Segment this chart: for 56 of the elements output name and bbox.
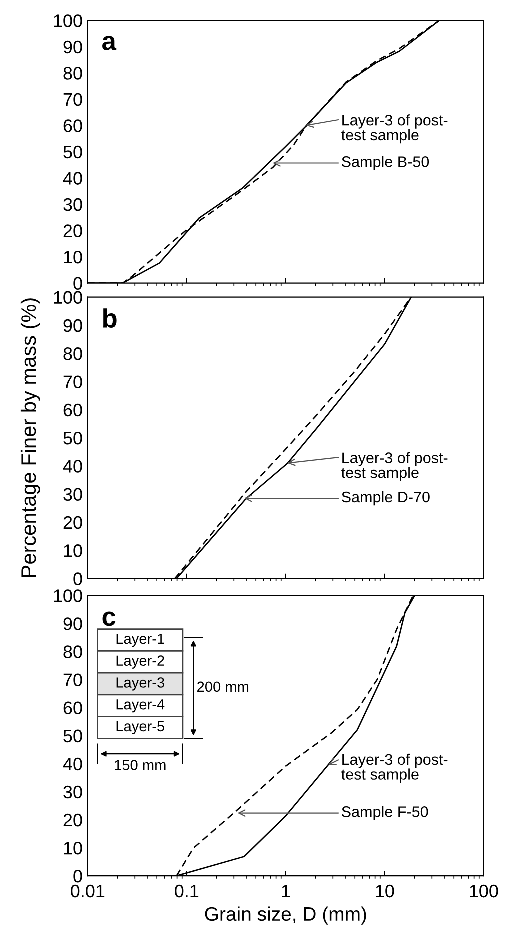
y-tick-label: 30 bbox=[64, 198, 82, 212]
y-tick-label: 70 bbox=[64, 674, 82, 686]
x-tick-label: 1 bbox=[282, 885, 290, 898]
y-tick-label: 80 bbox=[64, 348, 82, 360]
annotation: Layer-4 bbox=[116, 700, 165, 713]
y-axis-title: Percentage Finer by mass (%) bbox=[20, 298, 40, 578]
y-tick-label: 60 bbox=[64, 404, 82, 417]
annotation: Layer-1 bbox=[116, 634, 164, 648]
annotation: Sample D-70 bbox=[342, 491, 430, 506]
y-tick-label: 10 bbox=[64, 544, 82, 558]
y-tick-label: 40 bbox=[63, 758, 82, 771]
y-tick-label: 70 bbox=[64, 376, 82, 388]
x-tick-label: 0.01 bbox=[71, 884, 105, 898]
y-tick-label: 100 bbox=[54, 291, 82, 304]
annotation: 150 mm bbox=[115, 760, 166, 770]
y-tick-label: 90 bbox=[64, 40, 82, 54]
y-tick-label: 20 bbox=[64, 224, 82, 238]
y-tick-label: 20 bbox=[64, 814, 82, 827]
y-tick-label: 100 bbox=[54, 14, 82, 28]
y-tick-label: 10 bbox=[64, 842, 82, 855]
y-tick-label: 0 bbox=[74, 277, 82, 290]
annotation: 200 mm bbox=[198, 682, 249, 692]
chart-title: c bbox=[102, 612, 116, 626]
annotation: Layer-3 bbox=[116, 678, 164, 691]
y-tick-label: 50 bbox=[64, 730, 82, 743]
x-axis-title: Grain size, D (mm) bbox=[205, 906, 366, 925]
y-tick-label: 0 bbox=[74, 870, 82, 883]
y-tick-label: 0 bbox=[74, 572, 82, 586]
y-tick-label: 60 bbox=[64, 120, 82, 132]
annotation: Sample F-50 bbox=[342, 806, 428, 820]
annotation: Layer-2 bbox=[116, 656, 164, 669]
y-tick-label: 50 bbox=[64, 146, 82, 159]
chart-title: b bbox=[103, 308, 117, 328]
y-tick-label: 40 bbox=[63, 460, 82, 473]
y-tick-label: 80 bbox=[64, 646, 82, 658]
chart-title: a bbox=[102, 36, 117, 51]
x-tick-label: 10 bbox=[376, 884, 394, 898]
y-tick-label: 60 bbox=[64, 702, 82, 715]
y-tick-label: 30 bbox=[64, 786, 82, 799]
annotation: Layer-3 of post- test sample bbox=[342, 114, 448, 144]
annotation: Sample B-50 bbox=[342, 156, 430, 170]
y-tick-label: 90 bbox=[64, 319, 82, 332]
annotation: Layer-5 bbox=[116, 721, 164, 735]
y-tick-label: 20 bbox=[64, 516, 82, 530]
y-tick-label: 30 bbox=[64, 488, 82, 502]
y-tick-label: 10 bbox=[64, 250, 82, 264]
y-tick-label: 90 bbox=[64, 618, 82, 630]
y-tick-label: 50 bbox=[64, 432, 82, 445]
y-tick-label: 40 bbox=[63, 172, 82, 185]
y-tick-label: 100 bbox=[54, 590, 82, 602]
x-tick-label: 0.1 bbox=[175, 884, 199, 898]
y-tick-label: 70 bbox=[64, 93, 82, 106]
annotation: Layer-3 of post- test sample bbox=[342, 754, 448, 783]
y-tick-label: 80 bbox=[64, 67, 82, 80]
annotation: Layer-3 of post- test sample bbox=[342, 452, 448, 482]
x-tick-label: 100 bbox=[470, 884, 498, 898]
